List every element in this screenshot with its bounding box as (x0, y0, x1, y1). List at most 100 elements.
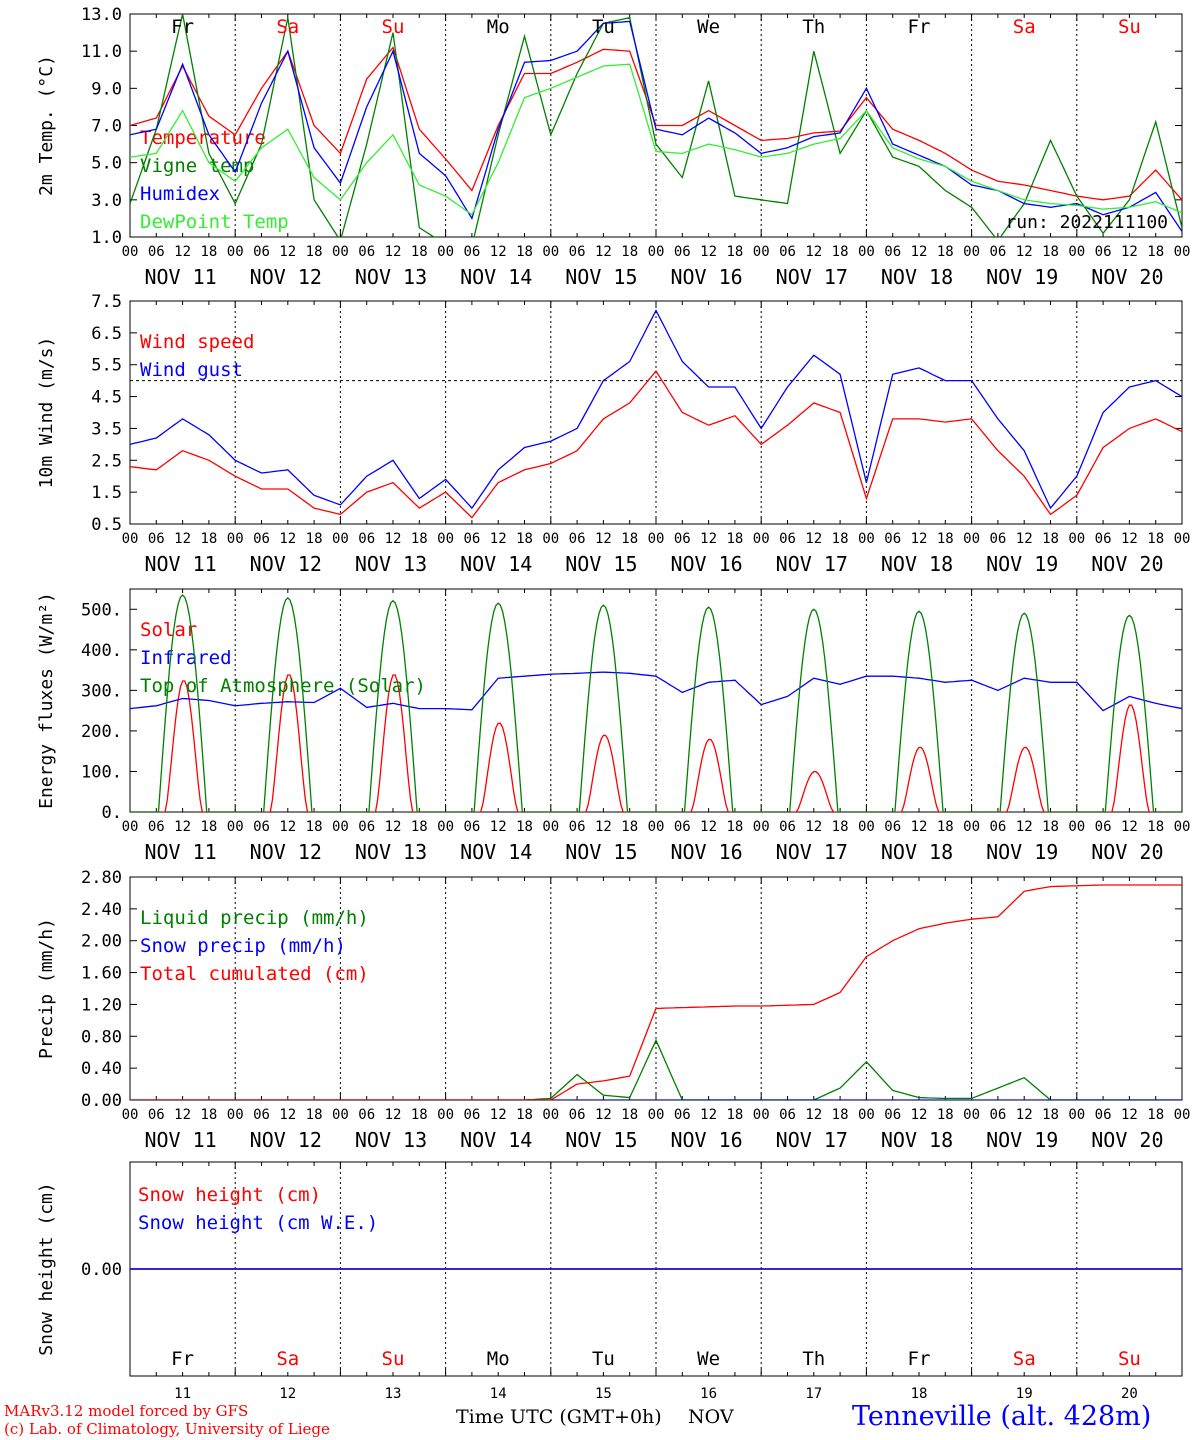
date-label: NOV 12 (250, 840, 322, 864)
date-label: NOV 16 (670, 840, 742, 864)
weekday-label: Fr (908, 16, 931, 38)
hour-tick-label: 00 (648, 819, 665, 835)
hour-tick-label: 06 (1095, 531, 1112, 547)
day-number-label: 13 (385, 1386, 402, 1402)
hour-tick-label: 18 (200, 819, 217, 835)
hour-tick-label: 00 (1068, 244, 1085, 260)
date-label: NOV 11 (144, 552, 216, 576)
hour-tick-label: 12 (805, 244, 822, 260)
legend-wind-gust: Wind gust (140, 359, 243, 381)
panel-2: 0.5 1.5 2.5 3.5 4.5 5.5 6.5 7.5 10m Wind (m/s) Wi… (36, 292, 1190, 576)
y-axis-label: Energy fluxes (W/m²) (36, 592, 57, 809)
hour-tick-label: 06 (674, 531, 691, 547)
date-label: NOV 14 (460, 1128, 532, 1152)
hour-tick-label: 18 (516, 531, 533, 547)
y-tick-label: 9.0 (91, 79, 122, 99)
hour-tick-label: 12 (805, 1107, 822, 1123)
hour-tick-label: 06 (253, 1107, 270, 1123)
hour-tick-label: 06 (884, 819, 901, 835)
hour-tick-label: 00 (542, 1107, 559, 1123)
hour-tick-label: 06 (148, 531, 165, 547)
hour-tick-label: 18 (306, 1107, 323, 1123)
y-tick-label: 300. (81, 681, 122, 701)
y-tick-label: 0. (102, 803, 122, 823)
series-infrared (130, 671, 1182, 712)
date-label: NOV 17 (776, 1128, 848, 1152)
hour-tick-label: 12 (385, 531, 402, 547)
hour-tick-label: 06 (463, 819, 480, 835)
hour-tick-label: 18 (200, 531, 217, 547)
hour-tick-label: 12 (700, 1107, 717, 1123)
hour-tick-label: 12 (490, 531, 507, 547)
legend-wind-speed: Wind speed (140, 331, 254, 353)
series-vigne-temp (130, 14, 1182, 237)
hour-tick-label: 18 (1042, 819, 1059, 835)
hour-tick-label: 00 (437, 1107, 454, 1123)
weekday-label: Fr (171, 1348, 194, 1370)
series-liquid-precip-mm-h (130, 1038, 1182, 1100)
hour-tick-label: 12 (595, 819, 612, 835)
panel-3: 0. 100. 200. 300. 400. 500. Energy fluxes (W/m… (36, 588, 1190, 864)
weekday-label: Su (1118, 1348, 1141, 1370)
date-label: NOV 18 (881, 552, 953, 576)
hour-tick-label: 00 (122, 244, 139, 260)
hour-tick-label: 12 (1016, 819, 1033, 835)
weekday-label: We (697, 1348, 720, 1370)
hour-tick-label: 12 (1016, 1107, 1033, 1123)
y-tick-label: 1.20 (81, 995, 122, 1015)
series-dewpoint-temp (130, 63, 1182, 216)
y-axis-label: 10m Wind (m/s) (36, 337, 57, 489)
hour-tick-label: 18 (516, 819, 533, 835)
series-humidex (130, 20, 1182, 232)
hour-tick-label: 06 (674, 244, 691, 260)
y-axis-label: Precip (mm/h) (36, 918, 57, 1059)
y-tick-label: 5.5 (91, 356, 122, 376)
y-axis-label: Snow height (cm) (36, 1182, 57, 1355)
legend-dewpoint-temp: DewPoint Temp (140, 211, 289, 233)
hour-tick-label: 18 (1147, 1107, 1164, 1123)
hour-tick-label: 00 (858, 819, 875, 835)
hour-tick-label: 06 (1095, 1107, 1112, 1123)
hour-tick-label: 06 (1095, 819, 1112, 835)
hour-tick-label: 12 (1121, 244, 1138, 260)
series-wind-gust (130, 309, 1182, 510)
hour-tick-label: 12 (700, 531, 717, 547)
y-tick-label: 400. (81, 641, 122, 661)
day-number-label: 14 (490, 1386, 507, 1402)
hour-tick-label: 18 (937, 819, 954, 835)
hour-tick-label: 00 (963, 1107, 980, 1123)
date-label: NOV 12 (250, 552, 322, 576)
y-tick-label: 2.00 (81, 932, 122, 952)
hour-tick-label: 12 (174, 531, 191, 547)
model-credit: MARv3.12 model forced by GFS (4, 1402, 249, 1420)
hour-tick-label: 18 (1147, 244, 1164, 260)
run-annotation: run: 2022111100 (1005, 212, 1168, 233)
hour-tick-label: 18 (411, 244, 428, 260)
hour-tick-label: 12 (490, 1107, 507, 1123)
date-label: NOV 17 (776, 840, 848, 864)
y-tick-label: 100. (81, 762, 122, 782)
y-tick-label: 0.40 (81, 1059, 122, 1079)
hour-tick-label: 18 (621, 531, 638, 547)
hour-tick-label: 12 (911, 244, 928, 260)
hour-tick-label: 06 (148, 1107, 165, 1123)
y-tick-label: 11.0 (81, 42, 122, 62)
date-label: NOV 19 (986, 552, 1058, 576)
hour-tick-label: 06 (569, 819, 586, 835)
y-tick-label: 7.5 (91, 292, 122, 312)
y-tick-label: 3.0 (91, 191, 122, 211)
hour-tick-label: 00 (437, 244, 454, 260)
hour-tick-label: 06 (989, 819, 1006, 835)
hour-tick-label: 18 (411, 531, 428, 547)
series-temperature (130, 46, 1182, 201)
date-label: NOV 19 (986, 1128, 1058, 1152)
hour-tick-label: 06 (463, 1107, 480, 1123)
date-label: NOV 15 (565, 1128, 637, 1152)
hour-tick-label: 18 (937, 531, 954, 547)
date-label: NOV 11 (144, 840, 216, 864)
hour-tick-label: 12 (279, 531, 296, 547)
day-number-label: 19 (1016, 1386, 1033, 1402)
hour-tick-label: 06 (148, 819, 165, 835)
hour-tick-label: 12 (595, 1107, 612, 1123)
